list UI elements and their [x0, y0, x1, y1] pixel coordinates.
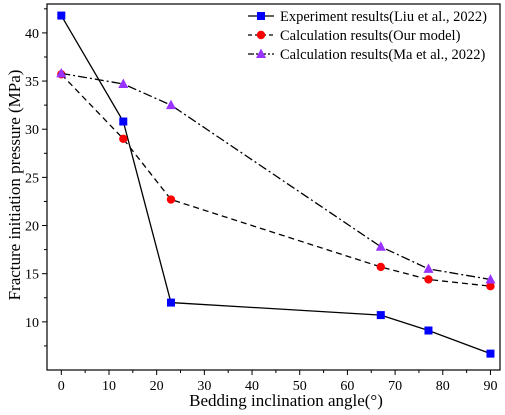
legend-marker [256, 30, 266, 40]
legend-marker [256, 48, 266, 58]
y-tick-label: 30 [25, 123, 39, 138]
data-point [376, 311, 385, 320]
y-tick-label: 35 [25, 75, 39, 90]
x-tick-label: 70 [388, 379, 402, 394]
plot-frame [46, 3, 501, 371]
y-tick-label: 20 [25, 220, 39, 235]
legend-entry-3: Calculation results(Ma et al., 2022) [248, 47, 486, 63]
y-tick-label: 15 [25, 268, 39, 283]
data-point [57, 11, 66, 20]
y-axis-title: Fracture initiation pressure (MPa) [5, 70, 24, 301]
y-tick-label: 25 [25, 171, 39, 186]
series-line [61, 72, 491, 281]
data-point [166, 195, 176, 204]
data-point [165, 99, 176, 110]
series-line [60, 73, 491, 287]
legend-label: Calculation results(Ma et al., 2022) [280, 47, 486, 63]
x-tick-label: 10 [102, 379, 116, 394]
x-tick-label: 40 [245, 379, 259, 394]
series-1 [57, 11, 495, 358]
series-3 [56, 67, 496, 284]
data-point [424, 275, 433, 284]
data-point [375, 241, 386, 251]
legend-entry-2: Calculation results(Our model) [248, 28, 461, 44]
x-tick-label: 30 [197, 379, 211, 394]
data-point [166, 298, 175, 307]
legend-label: Experiment results(Liu et al., 2022) [280, 9, 487, 25]
legend-entry-1: Experiment results(Liu et al., 2022) [248, 9, 487, 25]
x-tick-label: 80 [436, 379, 450, 394]
x-tick-label: 90 [483, 379, 497, 394]
legend-label: Calculation results(Our model) [280, 28, 461, 44]
x-tick-label: 50 [293, 379, 307, 394]
x-tick-label: 60 [340, 379, 354, 394]
data-point [486, 282, 495, 291]
y-tick-label: 10 [25, 316, 39, 331]
x-axis-title: Bedding inclination angle(°) [189, 391, 383, 410]
y-tick-label: 40 [25, 27, 39, 42]
data-point [376, 262, 385, 272]
data-point [424, 326, 433, 335]
legend-marker [257, 12, 265, 20]
data-point [423, 263, 434, 273]
data-point [56, 67, 67, 78]
data-point [485, 273, 496, 284]
data-point [119, 117, 128, 126]
plot-area [46, 3, 501, 371]
x-tick-label: 0 [58, 379, 65, 394]
data-point [118, 78, 129, 88]
x-tick-label: 20 [150, 379, 164, 394]
legend: Experiment results(Liu et al., 2022) Calc… [248, 9, 487, 63]
data-point [119, 134, 128, 144]
axes: 0 10 20 30 40 50 60 70 80 90 10 15 20 25 30 35 40 [25, 8, 497, 394]
series-line [60, 15, 491, 355]
data-point [486, 349, 495, 358]
series-2 [57, 70, 495, 291]
series-group [56, 11, 496, 358]
